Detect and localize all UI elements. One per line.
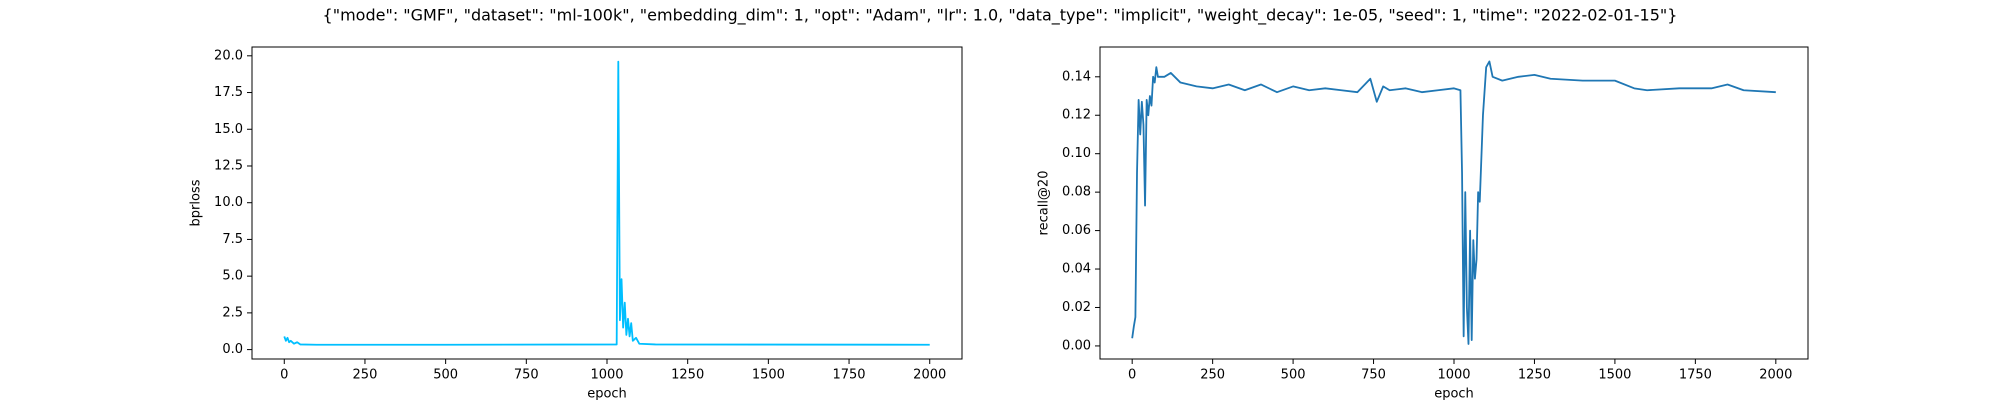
line — [1131, 60, 1776, 345]
y-tick-label: 0.0 — [222, 342, 243, 357]
x-tick-label: 0 — [280, 368, 288, 383]
x-tick-label: 1750 — [832, 368, 865, 383]
y-tick-label: 0.02 — [1062, 300, 1091, 315]
x-tick-label: 1000 — [590, 368, 623, 383]
y-axis-label: recall@20 — [1037, 171, 1052, 236]
x-tick-label: 2000 — [913, 368, 946, 383]
y-tick-label: 12.5 — [214, 158, 243, 173]
y-tick-label: 0.08 — [1062, 185, 1091, 200]
y-tick-label: 0.06 — [1062, 223, 1091, 238]
x-tick-label: 1250 — [671, 368, 704, 383]
y-tick-label: 0.10 — [1062, 146, 1091, 161]
x-tick-label: 1500 — [1598, 368, 1631, 383]
y-tick-label: 0.04 — [1062, 262, 1091, 277]
x-tick-label: 250 — [1200, 368, 1225, 383]
y-tick-label: 0.14 — [1062, 69, 1091, 84]
x-tick-label: 250 — [353, 368, 378, 383]
x-tick-label: 0 — [1128, 368, 1136, 383]
x-tick-label: 1000 — [1437, 368, 1470, 383]
x-axis-label: epoch — [1434, 387, 1474, 400]
x-tick-label: 1750 — [1679, 368, 1712, 383]
y-tick-label: 17.5 — [214, 85, 243, 100]
x-tick-label: 2000 — [1759, 368, 1792, 383]
y-axis-label: bprloss — [189, 179, 204, 226]
x-axis-label: epoch — [587, 387, 627, 400]
y-tick-label: 7.5 — [222, 232, 243, 247]
axes-frame — [251, 46, 963, 360]
y-tick-label: 0.00 — [1062, 338, 1091, 353]
y-tick-label: 15.0 — [214, 122, 243, 137]
y-tick-label: 20.0 — [214, 48, 243, 63]
y-tick-label: 10.0 — [214, 195, 243, 210]
x-tick-label: 750 — [1361, 368, 1386, 383]
y-tick-label: 2.5 — [222, 305, 243, 320]
x-tick-label: 750 — [514, 368, 539, 383]
line — [283, 60, 930, 346]
x-tick-label: 1250 — [1518, 368, 1551, 383]
y-tick-label: 5.0 — [222, 269, 243, 284]
x-tick-label: 500 — [433, 368, 458, 383]
x-tick-label: 1500 — [752, 368, 785, 383]
figure-title: {"mode": "GMF", "dataset": "ml-100k", "e… — [323, 6, 1678, 26]
axes-frame — [1099, 46, 1809, 360]
y-tick-label: 0.12 — [1062, 108, 1091, 123]
x-tick-label: 500 — [1281, 368, 1306, 383]
